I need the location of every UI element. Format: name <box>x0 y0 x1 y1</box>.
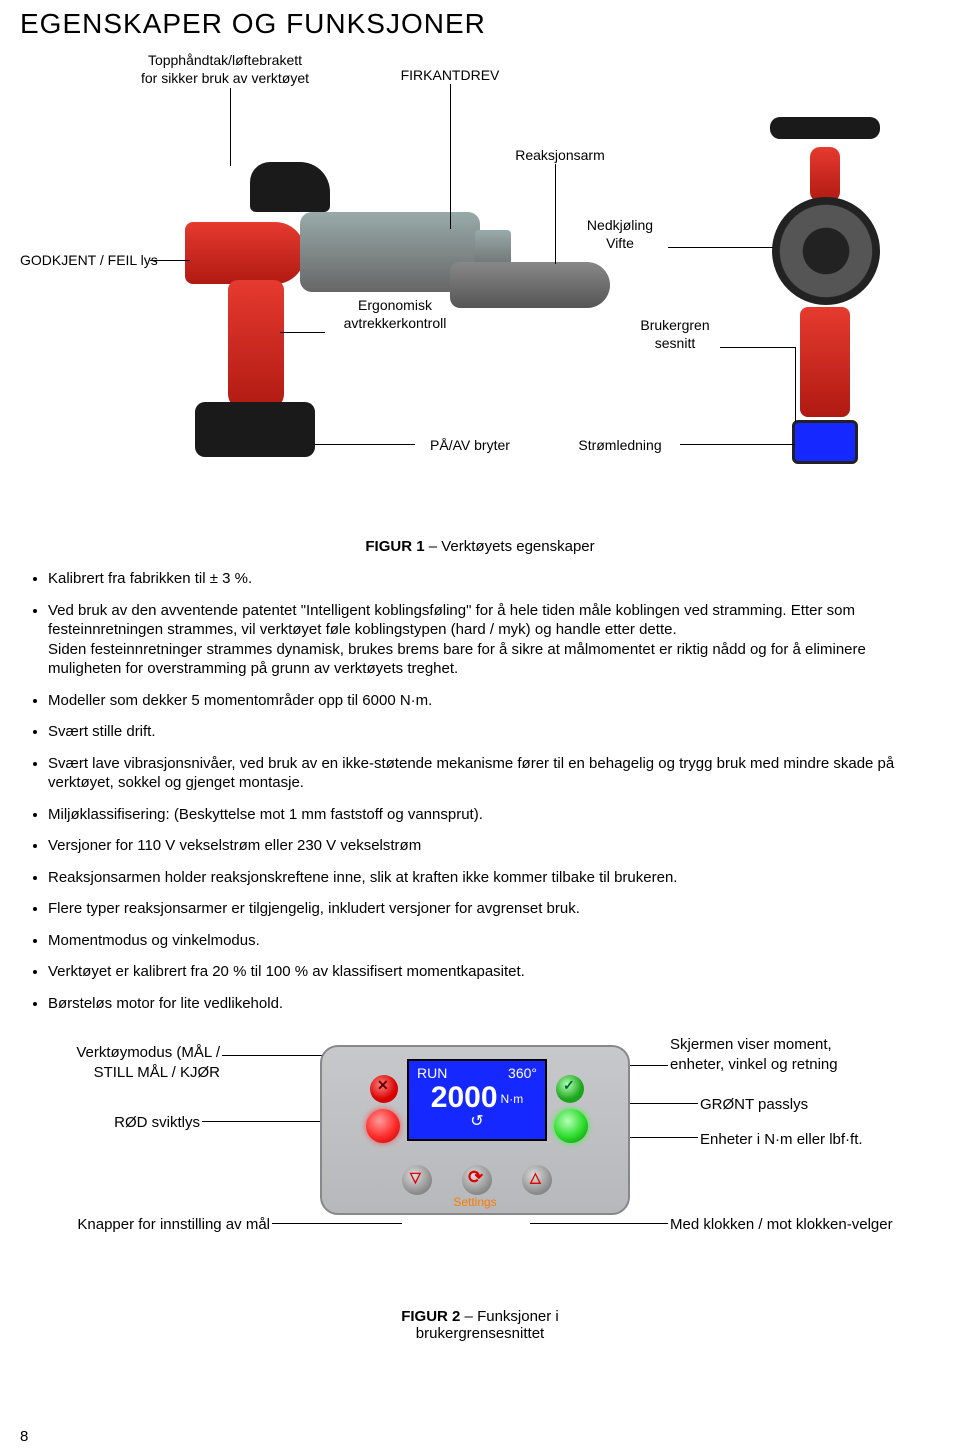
confirm-button[interactable] <box>556 1075 584 1103</box>
tool-base <box>195 402 315 457</box>
increment-button[interactable] <box>522 1165 552 1195</box>
label-adjust-buttons: Knapper for innstilling av mål <box>20 1215 270 1235</box>
figure-2-diagram: Verktøymodus (MÅL / STILL MÅL / KJØR RØD… <box>20 1025 940 1285</box>
display-screen: RUN 360° 2000N·m ↺ <box>407 1059 547 1141</box>
screen-unit: N·m <box>501 1092 524 1106</box>
decrement-button[interactable] <box>402 1165 432 1195</box>
label-cord: Strømledning <box>560 437 680 455</box>
f2line-cwccw <box>530 1223 668 1224</box>
line-cooling <box>668 247 773 248</box>
screen-mode: RUN <box>417 1065 447 1081</box>
red-fail-light <box>366 1109 400 1143</box>
label-green-pass-light: GRØNT passlys <box>700 1095 900 1115</box>
line-pass-fail <box>150 260 190 261</box>
label-trigger: Ergonomisk avtrekkerkontroll <box>320 297 470 332</box>
label-top-handle: Topphåndtak/løftebrakett for sikker bruk… <box>110 52 340 87</box>
rear-ui-screen <box>792 420 858 464</box>
bullet-item: Svært stille drift. <box>48 722 940 742</box>
bullet-item: Børsteløs motor for lite vedlikehold. <box>48 994 940 1014</box>
screen-angle: 360° <box>508 1065 537 1081</box>
label-cw-ccw: Med klokken / mot klokken-velger <box>670 1215 940 1235</box>
line-top-handle <box>230 88 231 166</box>
figure-2-caption: FIGUR 2 – Funksjoner i brukergrensesnitt… <box>20 1291 940 1342</box>
bullet-item: Miljøklassifisering: (Beskyttelse mot 1 … <box>48 805 940 825</box>
bullet-item: Flere typer reaksjonsarmer er tilgjengel… <box>48 899 940 919</box>
label-cooling: Nedkjøling Vifte <box>575 217 665 252</box>
rear-grip <box>800 307 850 417</box>
label-ui: Brukergren sesnitt <box>625 317 725 352</box>
label-square-drive: FIRKANTDREV <box>390 67 510 85</box>
line-cord <box>680 444 795 445</box>
tool-grip <box>228 280 284 410</box>
line-switch <box>315 444 415 445</box>
screen-value: 2000 <box>431 1081 498 1114</box>
line-trigger <box>280 332 325 333</box>
bullet-item: Modeller som dekker 5 momentområder opp … <box>48 691 940 711</box>
page-number: 8 <box>20 1428 28 1445</box>
rear-fan <box>772 197 880 305</box>
rear-stem <box>810 147 840 202</box>
cancel-button[interactable] <box>370 1075 398 1103</box>
line-square-drive <box>450 84 451 229</box>
figure-1-caption-bold: FIGUR 1 <box>365 538 424 555</box>
label-switch: PÅ/AV bryter <box>415 437 525 455</box>
bullet-item: Versjoner for 110 V vekselstrøm eller 23… <box>48 836 940 856</box>
direction-toggle-button[interactable] <box>462 1165 492 1195</box>
label-red-fail-light: RØD sviktlys <box>50 1113 200 1133</box>
label-tool-mode: Verktøymodus (MÅL / STILL MÅL / KJØR <box>20 1043 220 1082</box>
line-ui-b <box>795 347 796 422</box>
page-title: EGENSKAPER OG FUNKSJONER <box>20 8 940 40</box>
label-reaction-arm: Reaksjonsarm <box>500 147 620 165</box>
bullet-item: Svært lave vibrasjonsnivåer, ved bruk av… <box>48 754 940 793</box>
figure-1-caption-rest: – Verktøyets egenskaper <box>425 538 595 555</box>
tool-motor-housing <box>185 222 305 284</box>
bullet-item: Momentmodus og vinkelmodus. <box>48 931 940 951</box>
bullet-item: Ved bruk av den avventende patentet "Int… <box>48 601 940 679</box>
feature-list: Kalibrert fra fabrikken til ± 3 %. Ved b… <box>48 569 940 1013</box>
rear-handle <box>770 117 880 139</box>
label-screen-info: Skjermen viser moment, enheter, vinkel o… <box>670 1035 930 1074</box>
screen-direction-icon: ↺ <box>409 1111 545 1131</box>
label-units: Enheter i N·m eller lbf·ft. <box>700 1130 940 1150</box>
figure-2-caption-bold: FIGUR 2 <box>401 1308 460 1325</box>
control-panel: RUN 360° 2000N·m ↺ Settings <box>320 1045 630 1215</box>
f2line-adj <box>272 1223 402 1224</box>
figure-1-caption: FIGUR 1 – Verktøyets egenskaper <box>20 538 940 555</box>
tool-reaction-arm <box>450 262 610 308</box>
green-pass-light <box>554 1109 588 1143</box>
settings-label: Settings <box>322 1195 628 1209</box>
line-reaction-arm <box>555 164 556 264</box>
line-ui-a <box>720 347 795 348</box>
figure-1-diagram: Topphåndtak/løftebrakett for sikker bruk… <box>20 52 940 532</box>
bullet-item: Verktøyet er kalibrert fra 20 % til 100 … <box>48 962 940 982</box>
bullet-item: Reaksjonsarmen holder reaksjonskreftene … <box>48 868 940 888</box>
tool-top-handle <box>250 162 330 212</box>
bullet-item: Kalibrert fra fabrikken til ± 3 %. <box>48 569 940 589</box>
